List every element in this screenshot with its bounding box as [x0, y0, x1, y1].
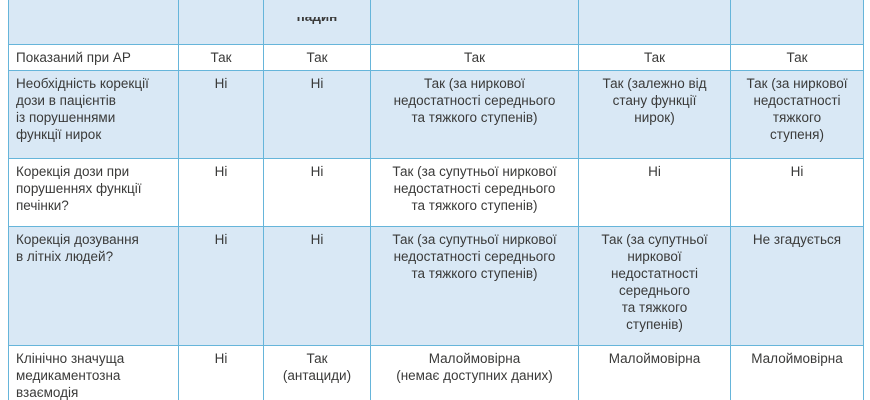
table-cell: [578, 0, 731, 45]
table-cell: Так: [263, 44, 371, 71]
table-row: Клінічно значуща медикаментозна взаємоді…: [8, 345, 864, 400]
table-row: Корекція дозування в літніх людей? Ні Ні…: [8, 226, 864, 346]
row-label: Показаний при АР: [8, 44, 179, 71]
table-cell: Так (за супутньої ниркової недостатності…: [578, 226, 731, 346]
table-cell: Так: [178, 44, 264, 71]
row-label: Корекція дози при порушеннях функції печ…: [8, 158, 179, 227]
table-cell: Малоймовірна: [578, 345, 731, 400]
table-cell: Так (залежно від стану функції нирок): [578, 70, 731, 159]
table-cell: Ні: [578, 158, 731, 227]
table-cell: падин: [263, 0, 371, 45]
table-cell: Малоймовірна: [730, 345, 864, 400]
row-label: Клінічно значуща медикаментозна взаємоді…: [8, 345, 179, 400]
table-cell: Ні: [178, 226, 264, 346]
table-cell: Ні: [730, 158, 864, 227]
table-cell: Так: [578, 44, 731, 71]
table-cell: [8, 0, 179, 45]
table-cell: Так (за ниркової недостатності середньог…: [370, 70, 579, 159]
table-cell: Ні: [263, 158, 371, 227]
partial-header-text: падин: [265, 17, 370, 25]
table-row: Корекція дози при порушеннях функції печ…: [8, 158, 864, 227]
table-cell: Так (за супутньої ниркової недостатності…: [370, 158, 579, 227]
table-cell: Ні: [178, 158, 264, 227]
table-cell: Ні: [263, 226, 371, 346]
clipped-header-cell: падин: [265, 17, 370, 27]
partial-header-row: падин: [8, 0, 864, 45]
table-cell: Так: [370, 44, 579, 71]
table-cell: Так (антациди): [263, 345, 371, 400]
table-cell: [178, 0, 264, 45]
row-label: Корекція дозування в літніх людей?: [8, 226, 179, 346]
table-cell: [730, 0, 864, 45]
table-cell: Так (за ниркової недостатності тяжкого с…: [730, 70, 864, 159]
table-cell: Так (за супутньої ниркової недостатності…: [370, 226, 579, 346]
table-cell: Так: [730, 44, 864, 71]
drug-comparison-table: падин Показаний при АР Так Так Так Так Т…: [8, 0, 864, 400]
table-cell: [370, 0, 579, 45]
table-cell: Не згадується: [730, 226, 864, 346]
row-label: Необхідність корекції дози в пацієнтів і…: [8, 70, 179, 159]
table-cell: Ні: [178, 345, 264, 400]
table-cell: Ні: [263, 70, 371, 159]
table-row: Показаний при АР Так Так Так Так Так: [8, 44, 864, 71]
table-cell: Малоймовірна (немає доступних даних): [370, 345, 579, 400]
table-row: Необхідність корекції дози в пацієнтів і…: [8, 70, 864, 159]
table-cell: Ні: [178, 70, 264, 159]
